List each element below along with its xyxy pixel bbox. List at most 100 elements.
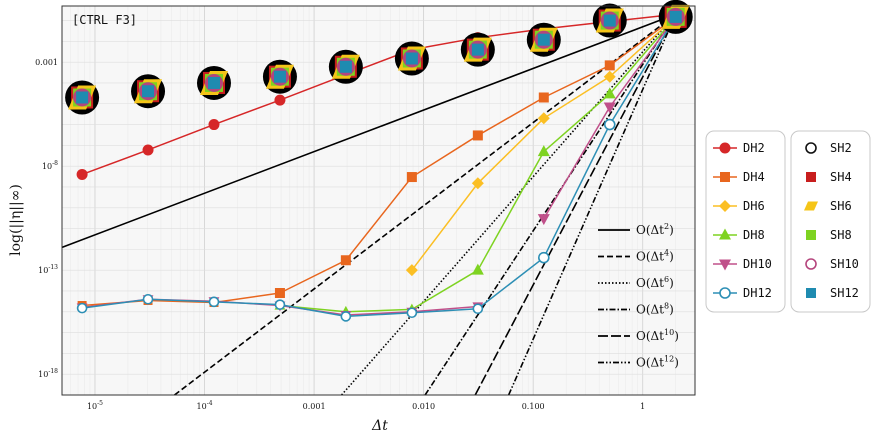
marker-sh12 [142,85,155,98]
x-tick-label: 10-4 [197,400,213,411]
reference-lines [61,13,677,396]
legend-sh-marker-sh4 [806,172,816,182]
marker-sh12 [405,52,418,65]
x-tick-label: 0.010 [412,402,435,411]
plot-frame [61,5,696,396]
marker-dh12 [472,303,484,315]
reference-line-order-4 [174,13,677,396]
legend-sh-label-sh10: SH10 [830,257,859,271]
marker-dh6 [603,70,616,83]
legend-sh-marker-sh6 [804,201,818,211]
marker-dh12 [208,296,220,308]
marker-dh6 [537,112,550,125]
x-tick-labels: 10-5 10-4 0.001 0.010 0.100 1 [87,400,645,411]
marker-dh2 [208,119,220,131]
series-line-dh2 [81,13,676,176]
sh-marker-stack [196,65,231,100]
legend-sh-marker-sh8 [806,230,816,240]
x-axis-title: Δt [371,418,388,434]
legend-sh-marker-sh10 [805,258,817,270]
plot-background [62,6,695,395]
legend-dh-label-dh6: DH6 [743,199,765,213]
marker-dh4 [604,60,615,71]
legend-dh-label-dh12: DH12 [743,286,772,300]
ref-legend-label-10: O(Δt10) [636,328,679,343]
legend-sh-marker-sh2 [805,142,817,154]
marker-sh12 [207,76,220,89]
legend-dh-marker-dh10 [719,259,731,271]
marker-dh12 [76,302,88,314]
legend-sh-label-sh4: SH4 [830,170,852,184]
sh-marker-stack [460,32,495,67]
legend-sh-label-sh12: SH12 [830,286,859,300]
sh-marker-stack [394,41,429,76]
marker-dh12 [142,293,154,305]
x-tick-label: 0.100 [522,402,545,411]
series-markers [65,0,693,322]
sh-marker-stack [526,22,561,57]
marker-sh12 [669,10,682,23]
marker-dh12 [340,311,352,322]
marker-sh12 [273,70,286,83]
legend-sh-label-sh2: SH2 [830,141,852,155]
marker-dh4 [538,92,549,103]
legend-sh-label-sh8: SH8 [830,228,852,242]
marker-dh8 [471,263,484,275]
y-axis-title: log(||η||∞) [8,184,24,256]
marker-dh4 [274,287,285,298]
legend-dh-marker-dh4 [720,172,730,182]
sh-marker-stack [262,59,297,94]
marker-dh6 [471,177,484,190]
marker-dh6 [405,264,418,277]
series-line-dh8 [477,16,677,271]
reference-line-order-12 [507,13,677,396]
marker-sh12 [76,91,89,104]
marker-sh12 [537,33,550,46]
marker-dh10 [603,102,616,114]
marker-dh2 [274,94,286,106]
reference-line-order-8 [424,13,677,396]
legend-dh-marker-dh6 [719,200,731,212]
y-tick-label: 10-13 [38,264,58,275]
x-tick-label: 10-5 [87,400,103,411]
legend-sh-box [790,130,871,313]
series-line-dh8-plateau [279,269,479,313]
legend-dh-label-dh2: DH2 [743,141,765,155]
y-tick-labels: 0.001 10-8 10-13 10-18 [35,58,58,379]
sh-marker-stack [328,49,363,84]
legend-dh-marker-dh2 [719,142,731,154]
sh-marker-stack [592,3,627,38]
marker-dh2 [76,168,88,180]
legend-dh-label-dh4: DH4 [743,170,765,184]
ref-legend-label-2: O(Δt2) [636,222,674,237]
legend-sh-label-sh6: SH6 [830,199,852,213]
marker-dh12 [537,251,550,264]
legend-dh: DH2 DH4 DH6 DH8 DH10 DH12 [705,130,786,313]
reference-line-order-10 [474,13,677,396]
marker-dh2 [142,144,154,156]
marker-dh10 [537,214,550,226]
ref-legend-label-6: O(Δt6) [636,275,674,290]
marker-dh4 [406,172,417,183]
legend-sh-marker-sh12 [806,288,816,298]
legend-dh-marker-dh8 [719,228,731,240]
marker-dh12 [274,299,286,310]
legend-dh-box [705,130,786,313]
legend-dh-label-dh8: DH8 [743,228,765,242]
marker-sh12 [339,60,352,73]
grid-lines [62,6,696,396]
legend-sh: SH2 SH4 SH6 SH8 SH10 SH12 [790,130,871,313]
ref-legend-label-4: O(Δt4) [636,249,674,264]
sh-marker-stack [131,74,166,109]
ref-legend-label-8: O(Δt8) [636,302,674,317]
y-tick-label: 10-18 [38,368,58,379]
marker-dh8 [537,145,550,157]
marker-sh12 [471,43,484,56]
reference-legend: O(Δt2) O(Δt4) O(Δt6) O(Δt8) O(Δt10) O(Δt12) [598,222,679,370]
x-tick-label: 1 [640,402,645,411]
legend-dh-label-dh10: DH10 [743,257,772,271]
marker-dh12 [603,118,616,131]
ref-legend-label-12: O(Δt12) [636,355,679,370]
reference-line-order-2 [61,13,676,249]
